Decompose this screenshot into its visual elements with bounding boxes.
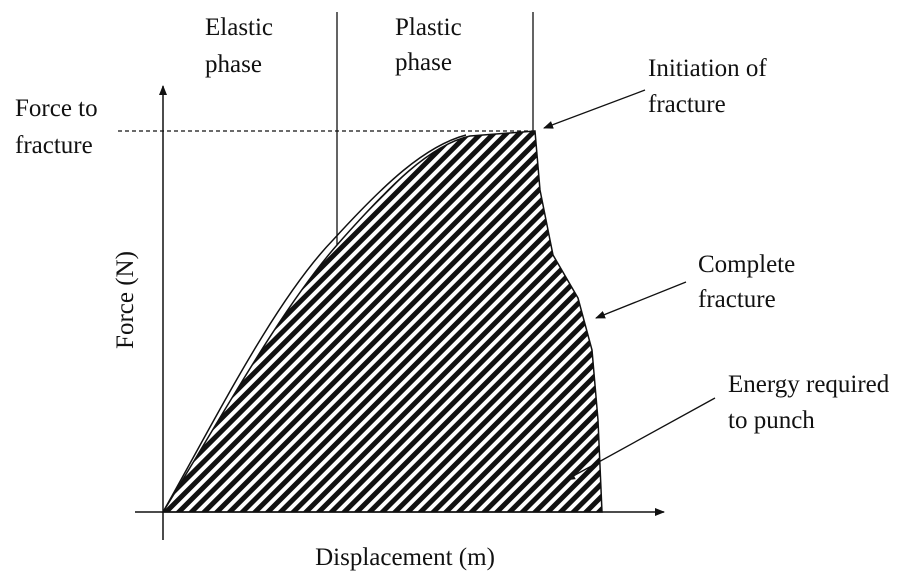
label: to punch [728,407,815,434]
energy-area [161,130,603,513]
label: Plastic [395,14,462,41]
label: Elastic [205,14,273,41]
label: Initiation of [648,55,767,82]
label: phase [205,51,262,78]
label: Force to [15,95,98,122]
arrow [543,89,646,129]
label: phase [395,49,452,76]
arrow [565,397,716,481]
label: Complete [698,251,795,278]
y-axis-label: Force (N) [112,251,139,349]
arrow [595,281,687,319]
force-curve [162,134,467,513]
x-axis-label: Displacement (m) [315,544,495,571]
label: fracture [15,132,93,159]
label: fracture [648,91,726,118]
label: Energy required [728,371,890,398]
label: fracture [698,286,776,313]
